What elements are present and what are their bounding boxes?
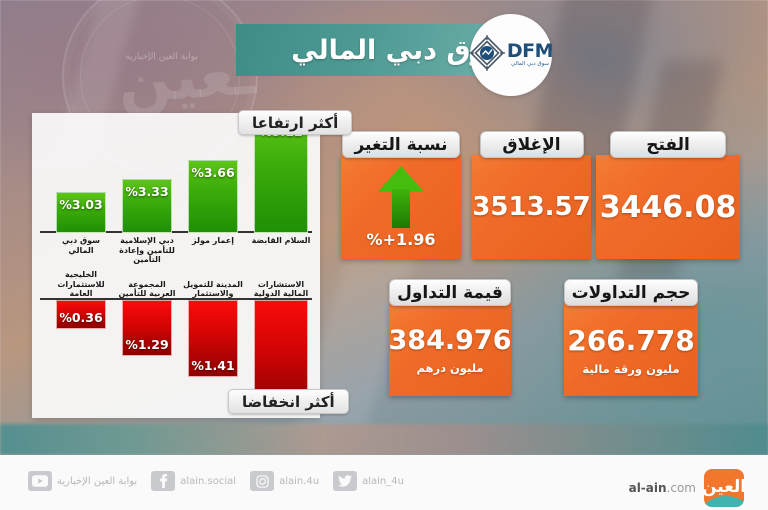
dfm-logo-subtext: سوق دبي المالي [510,61,550,68]
social-links: alain_4u alain.4u alai [28,471,404,491]
bar-value: %0.36 [59,309,103,325]
bar-group: %5.12 السلام القابضة [252,119,310,245]
social-link-facebook[interactable]: alain.social [151,471,236,491]
dfm-logo: DFM سوق دبي المالي [468,14,554,96]
bar-gainer-3: %3.33 [122,179,172,233]
bar-group: %3.03 سوق دبي المالي [56,119,106,255]
charts-panel: %5.12 السلام القابضة %3.66 إعمار مولز %3… [32,113,320,418]
stat-card-label: حجم التداولات [564,279,698,306]
stat-card-change: نسبة التغير %+1.96 [341,131,461,259]
bar-group: %1.41 المدينة للتمويل والاستثمار [183,280,243,407]
facebook-icon [151,471,176,491]
bar-group: %3.66 إعمار مولز [188,119,238,245]
youtube-icon [28,471,52,491]
al-ain-logo-icon: العين [704,469,744,507]
bar-gainer-2: %3.66 [188,160,238,233]
bar-label: المجموعة العربية للتأمين [118,279,176,298]
bar-gainer-4: %3.03 [56,191,106,233]
stat-card-label: قيمة التداول [389,279,511,306]
bar-group: %1.29 المجموعة العربية للتأمين [118,280,176,407]
instagram-icon [250,471,275,491]
bar-value: %3.33 [125,184,169,200]
stat-card-volume: حجم التداولات 266.778 مليون ورقة مالية [564,279,698,396]
twitter-icon [333,471,358,491]
watermark-stamp-text: بوابة العين الإخبارية [125,52,198,62]
bar-value: %3.03 [59,196,103,212]
stat-card-value: %+1.96 [366,229,436,249]
losers-badge: أكثر انخفاضا [228,389,349,414]
site-brand[interactable]: al-ain.com العين [629,469,744,507]
bar-value: %3.66 [191,165,235,181]
social-handle: بوابة العين الإخبارية [57,475,138,487]
arrow-up-icon [378,165,424,228]
stat-card-label: نسبة التغير [342,131,460,158]
dfm-logo-text: DFM [506,40,554,63]
stat-card-close: الإغلاق 3513.57 [472,131,591,259]
stat-card-turnover: قيمة التداول 384.976 مليون درهم [389,279,511,396]
social-link-youtube[interactable]: بوابة العين الإخبارية [28,471,137,491]
background-teal-strip [0,424,768,455]
bar-label: دبي الإسلامية للتأمين وإعادة التأمين [119,236,175,264]
bar-loser-2: %1.41 [188,300,238,378]
footer: alain_4u alain.4u alai [0,455,768,510]
stat-card-value: 384.976 [389,324,511,356]
bar-label: الاستشارات المالية الدولية [253,279,309,298]
brand-name: al-ain.com [628,481,696,495]
stat-card-value: 266.778 [567,323,695,357]
stat-card-value: 3513.57 [472,192,591,222]
social-handle: alain.4u [279,475,320,487]
social-link-twitter[interactable]: alain_4u [333,471,404,491]
bar-group: %3.33 دبي الإسلامية للتأمين وإعادة التأم… [119,119,175,264]
bar-label: إعمار مولز [192,236,234,246]
stat-card-unit: مليون درهم [416,360,484,375]
bar-label: السلام القابضة [251,236,311,246]
bar-loser-4: %0.36 [56,300,106,329]
gainers-badge: أكثر ارتفاعا [238,110,353,135]
bar-loser-3: %1.29 [122,300,172,356]
gainers-axis [40,231,312,233]
social-link-instagram[interactable]: alain.4u [250,471,319,491]
stat-card-unit: مليون ورقة مالية [582,361,680,376]
social-handle: alain.social [180,475,237,487]
social-handle: alain_4u [362,475,404,487]
losers-axis [40,298,312,300]
gainers-chart: %5.12 السلام القابضة %3.66 إعمار مولز %3… [32,119,320,264]
dfm-diamond-icon [468,35,505,75]
bar-label: سوق دبي المالي [61,236,101,255]
brand-arabic-text: العين [704,476,744,497]
losers-chart: %3.35 الاستشارات المالية الدولية %1.41 ا… [32,270,320,411]
bar-group: %0.36 الخليجية للاستثمارات العامة [56,270,106,407]
stat-card-value: 3446.08 [599,189,737,225]
stat-card-label: الإغلاق [479,131,584,158]
bar-label: الخليجية للاستثمارات العامة [57,270,105,298]
stat-card-open: الفتح 3446.08 [596,131,740,259]
bar-value: %1.41 [191,358,235,374]
bar-label: المدينة للتمويل والاستثمار [183,279,243,298]
bar-gainer-1: %5.12 [254,119,308,233]
bar-value: %1.29 [125,336,169,352]
stat-card-label: الفتح [610,131,726,158]
